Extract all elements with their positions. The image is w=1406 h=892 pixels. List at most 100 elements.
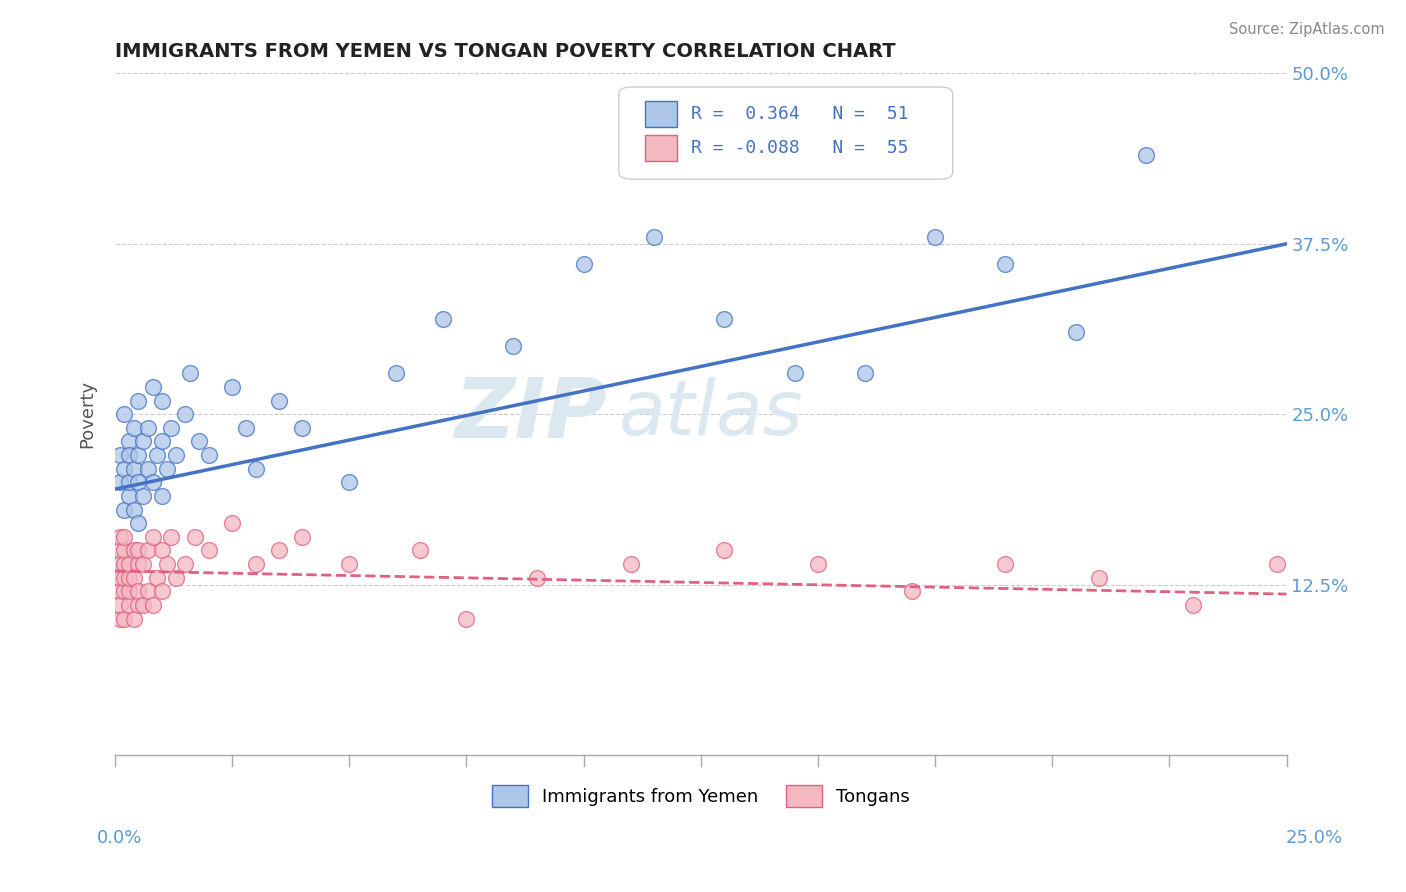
- Point: [713, 543, 735, 558]
- Point: [112, 543, 135, 558]
- Point: [197, 448, 219, 462]
- Point: [122, 612, 145, 626]
- Point: [141, 475, 163, 490]
- Point: [132, 557, 155, 571]
- Point: [572, 257, 595, 271]
- Text: 25.0%: 25.0%: [1286, 829, 1343, 847]
- Point: [112, 461, 135, 475]
- Point: [456, 612, 478, 626]
- Point: [112, 584, 135, 599]
- Point: [141, 530, 163, 544]
- Point: [291, 421, 314, 435]
- Point: [141, 598, 163, 612]
- Point: [900, 584, 922, 599]
- Point: [108, 571, 131, 585]
- Point: [150, 393, 173, 408]
- Text: R =  0.364   N =  51: R = 0.364 N = 51: [692, 104, 908, 122]
- Text: atlas: atlas: [619, 377, 803, 451]
- Point: [924, 230, 946, 244]
- Point: [1265, 557, 1288, 571]
- Point: [122, 461, 145, 475]
- Point: [643, 230, 665, 244]
- Point: [160, 530, 183, 544]
- Point: [179, 366, 201, 380]
- Point: [108, 598, 131, 612]
- Point: [1088, 571, 1111, 585]
- Point: [994, 557, 1017, 571]
- Point: [132, 434, 155, 449]
- Point: [245, 557, 267, 571]
- Point: [235, 421, 257, 435]
- Point: [112, 502, 135, 516]
- Point: [112, 571, 135, 585]
- Point: [807, 557, 830, 571]
- FancyBboxPatch shape: [619, 87, 953, 179]
- Point: [994, 257, 1017, 271]
- Point: [188, 434, 211, 449]
- Point: [502, 339, 524, 353]
- Point: [1181, 598, 1204, 612]
- Point: [108, 557, 131, 571]
- Point: [127, 557, 149, 571]
- Point: [118, 584, 141, 599]
- Point: [112, 530, 135, 544]
- Text: IMMIGRANTS FROM YEMEN VS TONGAN POVERTY CORRELATION CHART: IMMIGRANTS FROM YEMEN VS TONGAN POVERTY …: [115, 42, 896, 61]
- Point: [853, 366, 876, 380]
- Point: [136, 584, 159, 599]
- Point: [122, 543, 145, 558]
- Point: [1135, 148, 1157, 162]
- Point: [108, 584, 131, 599]
- Text: ZIP: ZIP: [454, 374, 607, 455]
- Point: [108, 448, 131, 462]
- Point: [108, 475, 131, 490]
- Point: [127, 598, 149, 612]
- Point: [136, 421, 159, 435]
- Point: [112, 612, 135, 626]
- Point: [146, 448, 169, 462]
- Point: [150, 584, 173, 599]
- Point: [118, 434, 141, 449]
- Point: [408, 543, 430, 558]
- Point: [122, 571, 145, 585]
- Point: [136, 543, 159, 558]
- Point: [136, 461, 159, 475]
- Text: R = -0.088   N =  55: R = -0.088 N = 55: [692, 139, 908, 157]
- Point: [337, 475, 360, 490]
- Point: [174, 407, 197, 421]
- Point: [150, 434, 173, 449]
- Point: [267, 393, 290, 408]
- Point: [783, 366, 806, 380]
- Point: [118, 557, 141, 571]
- Point: [127, 584, 149, 599]
- Point: [118, 598, 141, 612]
- Point: [245, 461, 267, 475]
- Point: [526, 571, 548, 585]
- Point: [160, 421, 183, 435]
- Point: [619, 557, 641, 571]
- Point: [174, 557, 197, 571]
- Point: [112, 557, 135, 571]
- FancyBboxPatch shape: [644, 101, 678, 127]
- Point: [118, 448, 141, 462]
- Point: [132, 598, 155, 612]
- Point: [118, 475, 141, 490]
- Point: [127, 448, 149, 462]
- Point: [183, 530, 205, 544]
- Point: [267, 543, 290, 558]
- Point: [132, 489, 155, 503]
- FancyBboxPatch shape: [644, 136, 678, 161]
- Point: [127, 516, 149, 531]
- Text: Source: ZipAtlas.com: Source: ZipAtlas.com: [1229, 22, 1385, 37]
- Point: [127, 393, 149, 408]
- Point: [122, 421, 145, 435]
- Legend: Immigrants from Yemen, Tongans: Immigrants from Yemen, Tongans: [485, 778, 917, 814]
- Point: [713, 311, 735, 326]
- Y-axis label: Poverty: Poverty: [79, 380, 96, 448]
- Point: [150, 543, 173, 558]
- Point: [165, 448, 187, 462]
- Point: [221, 516, 243, 531]
- Point: [1064, 326, 1087, 340]
- Point: [155, 557, 177, 571]
- Point: [108, 612, 131, 626]
- Point: [150, 489, 173, 503]
